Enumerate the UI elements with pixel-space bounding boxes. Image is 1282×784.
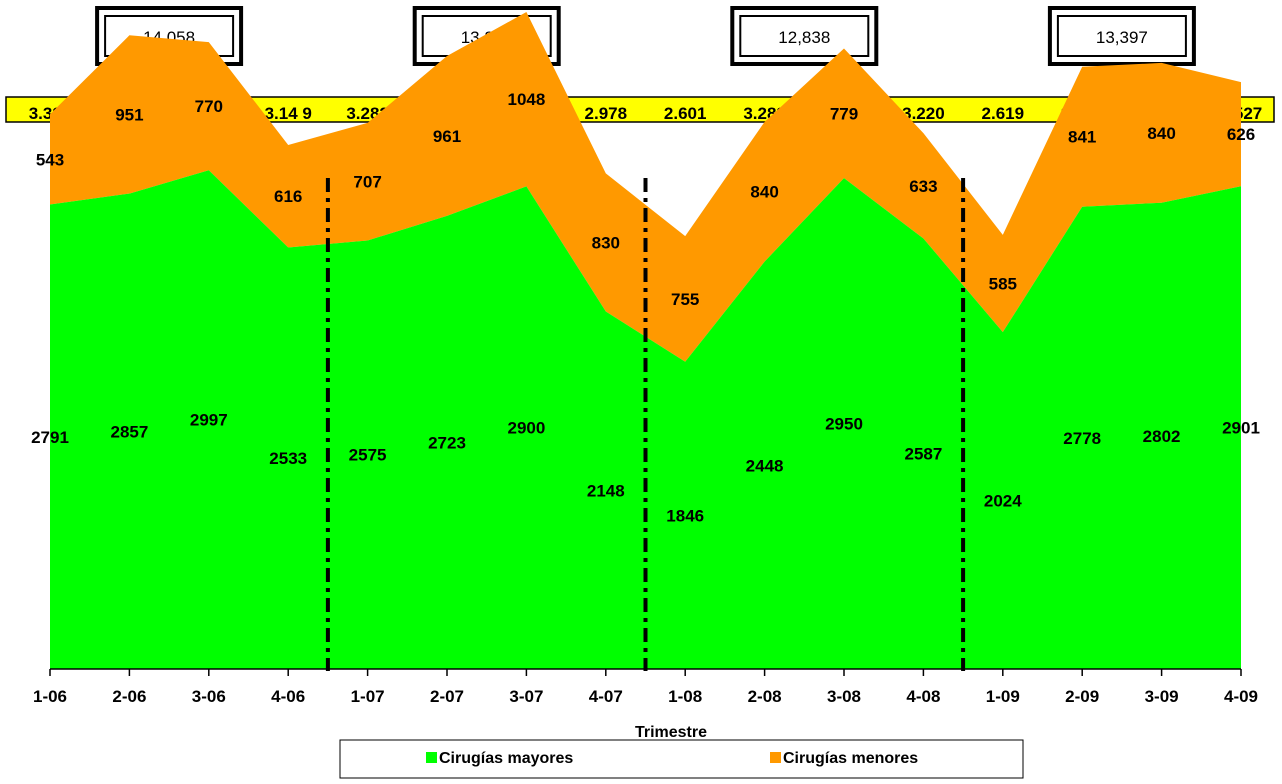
- x-tick-label: 4-08: [906, 687, 940, 706]
- legend-box: [339, 739, 1024, 779]
- x-tick-label: 4-06: [271, 687, 305, 706]
- yearly-total-inner: [1056, 15, 1187, 57]
- yearly-total-value: 12,838: [778, 28, 830, 47]
- data-labels: 2791 2857 2997 2533 2575 2723 2900 2148 1846 2448…: [31, 90, 1260, 525]
- data-label-menores: 585: [989, 275, 1017, 294]
- banner-value: 3.220: [902, 104, 945, 123]
- data-label-menores: 755: [671, 290, 699, 309]
- x-tick-label: 1-06: [33, 687, 67, 706]
- legend: Cirugías mayores Cirugías menores: [339, 739, 1024, 779]
- banner-value: 2.619: [982, 104, 1025, 123]
- x-tick-label: 2-09: [1065, 687, 1099, 706]
- banner-value: 2.601: [664, 104, 707, 123]
- data-label-mayores: 2802: [1143, 427, 1181, 446]
- data-label-mayores: 2857: [110, 422, 148, 441]
- legend-swatch: [770, 752, 781, 763]
- data-label-menores: 830: [592, 233, 620, 252]
- x-tick-label: 2-08: [748, 687, 782, 706]
- data-label-mayores: 2448: [746, 456, 784, 475]
- legend-label: Cirugías mayores: [439, 750, 573, 767]
- data-label-menores: 616: [274, 187, 302, 206]
- data-label-mayores: 2791: [31, 428, 69, 447]
- data-label-menores: 626: [1227, 125, 1255, 144]
- yearly-total-value: 13,397: [1096, 28, 1148, 47]
- data-label-menores: 840: [1147, 124, 1175, 143]
- legend-item: Cirugías mayores: [426, 750, 573, 767]
- x-tick-label: 1-09: [986, 687, 1020, 706]
- data-label-mayores: 2148: [587, 481, 625, 500]
- data-label-mayores: 2778: [1063, 429, 1101, 448]
- x-tick-label: 3-08: [827, 687, 861, 706]
- data-label-mayores: 1846: [666, 506, 704, 525]
- yearly-total-inner: [739, 15, 870, 57]
- x-tick-label: 1-07: [351, 687, 385, 706]
- x-tick-label: 4-07: [589, 687, 623, 706]
- legend-item: Cirugías menores: [770, 750, 918, 767]
- data-label-mayores: 2900: [507, 419, 545, 438]
- data-label-menores: 1048: [507, 90, 545, 109]
- x-tick-label: 3-09: [1145, 687, 1179, 706]
- data-label-menores: 779: [830, 104, 858, 123]
- data-label-menores: 841: [1068, 128, 1096, 147]
- x-axis: 1-06 2-06 3-06 4-06 1-07 2-07 3-07 4-07 1-08 2-08…: [33, 668, 1258, 706]
- data-label-menores: 707: [353, 173, 381, 192]
- legend-label: Cirugías menores: [783, 750, 918, 767]
- banner-value: 3.14 9: [265, 104, 312, 123]
- data-label-menores: 961: [433, 127, 461, 146]
- x-tick-label: 4-09: [1224, 687, 1258, 706]
- data-label-menores: 633: [909, 177, 937, 196]
- x-tick-label: 3-06: [192, 687, 226, 706]
- data-label-mayores: 2024: [984, 492, 1022, 511]
- data-label-mayores: 2575: [349, 446, 387, 465]
- data-label-mayores: 2533: [269, 449, 307, 468]
- data-label-mayores: 2901: [1222, 419, 1260, 438]
- x-tick-label: 2-07: [430, 687, 464, 706]
- banner-value: 2.978: [585, 104, 628, 123]
- plot-area: [50, 12, 1241, 671]
- legend-swatch: [426, 752, 437, 763]
- data-label-mayores: 2997: [190, 411, 228, 430]
- data-label-menores: 840: [750, 183, 778, 202]
- x-tick-label: 3-07: [509, 687, 543, 706]
- yearly-total-box: 13,397: [1047, 6, 1196, 66]
- x-tick-label: 2-06: [112, 687, 146, 706]
- data-label-mayores: 2723: [428, 433, 466, 452]
- data-label-menores: 770: [195, 97, 223, 116]
- data-label-mayores: 2950: [825, 415, 863, 434]
- data-label-mayores: 2587: [904, 445, 942, 464]
- x-tick-label: 1-08: [668, 687, 702, 706]
- x-axis-title: Trimestre: [635, 724, 707, 741]
- yearly-total-box: 12,838: [730, 6, 879, 66]
- data-label-menores: 543: [36, 150, 64, 169]
- data-label-menores: 951: [115, 105, 143, 124]
